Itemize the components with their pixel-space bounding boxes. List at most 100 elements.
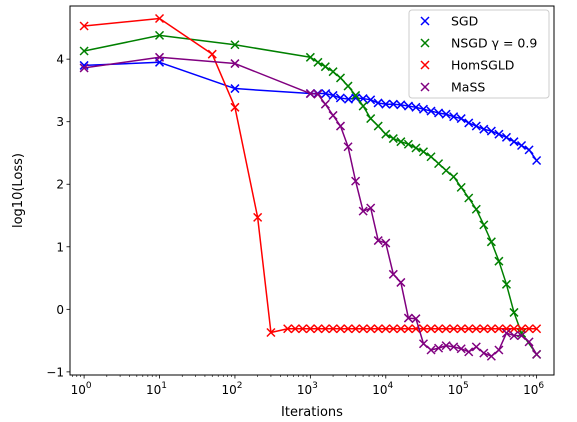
data-point — [494, 256, 504, 266]
data-point — [464, 347, 474, 357]
legend-marker — [420, 16, 430, 26]
data-point — [366, 95, 376, 105]
data-point — [501, 132, 511, 142]
data-point — [230, 84, 240, 94]
legend: SGD NSGD γ = 0.9 HomSGLD MaSS — [408, 9, 550, 99]
data-point — [230, 40, 240, 50]
data-point — [434, 108, 444, 118]
data-point — [449, 324, 459, 334]
data-point — [532, 155, 542, 166]
data-point — [418, 147, 429, 157]
legend-box — [408, 9, 550, 99]
series-layer — [79, 13, 542, 361]
data-point — [524, 324, 534, 334]
data-point — [471, 324, 481, 334]
data-point — [501, 328, 511, 338]
plot-frame — [69, 5, 555, 376]
x-tick-base: 10 — [71, 383, 86, 397]
x-tick-exponent: 5 — [463, 381, 469, 391]
x-tick-exponent: 3 — [312, 381, 318, 391]
data-point — [403, 139, 413, 149]
data-point — [418, 339, 429, 349]
data-point — [426, 106, 436, 116]
data-point — [434, 343, 444, 353]
data-point — [335, 93, 345, 103]
data-point — [207, 49, 217, 59]
data-point — [449, 342, 459, 352]
x-tick-exponent: 2 — [237, 381, 243, 391]
data-point — [403, 324, 413, 334]
data-point — [313, 324, 323, 334]
x-tick-base: 10 — [146, 383, 161, 397]
data-point — [509, 307, 519, 317]
series-2 — [79, 13, 542, 338]
x-tick-label: 103 — [297, 381, 318, 397]
data-point — [343, 94, 353, 104]
data-point — [343, 81, 353, 91]
data-point — [517, 324, 527, 334]
data-point — [441, 324, 451, 334]
data-point — [388, 134, 398, 144]
data-point — [396, 137, 406, 147]
legend-entry: SGD — [451, 14, 478, 29]
data-point — [358, 206, 368, 216]
data-point — [381, 238, 391, 248]
data-point — [388, 324, 398, 334]
data-point — [494, 129, 504, 139]
y-tick-label: −1 — [46, 365, 64, 379]
legend-entry: HomSGLD — [451, 58, 514, 73]
data-point — [266, 327, 276, 338]
data-point — [524, 145, 534, 155]
x-tick-exponent: 4 — [388, 381, 394, 391]
data-point — [509, 331, 519, 341]
data-point — [343, 142, 353, 152]
data-point — [418, 104, 428, 114]
data-point — [154, 30, 165, 40]
data-point — [441, 109, 451, 119]
data-point — [373, 236, 383, 246]
data-point — [471, 121, 481, 131]
y-tick-label: 2 — [56, 178, 64, 192]
data-point — [321, 89, 331, 99]
data-point — [434, 324, 444, 334]
legend-entry: MaSS — [451, 80, 485, 95]
data-point — [283, 324, 293, 334]
y-tick-label: 3 — [56, 115, 64, 129]
data-point — [366, 203, 376, 213]
data-point — [351, 90, 361, 100]
y-axis-label: log10(Loss) — [11, 153, 26, 228]
data-point — [434, 159, 444, 169]
data-point — [517, 140, 527, 150]
x-axis-label: Iterations — [281, 405, 343, 420]
data-point — [464, 118, 474, 128]
data-point — [479, 220, 489, 230]
data-point — [313, 89, 323, 99]
data-point — [509, 324, 519, 334]
data-point — [486, 126, 496, 136]
data-point — [351, 176, 361, 186]
data-point — [298, 324, 308, 334]
data-point — [494, 324, 504, 334]
data-point — [320, 324, 330, 334]
data-point — [396, 100, 406, 110]
data-point — [464, 193, 474, 203]
data-point — [396, 277, 406, 287]
series-3 — [79, 52, 542, 361]
data-point — [154, 52, 165, 62]
data-point — [396, 324, 406, 334]
data-point — [320, 62, 330, 72]
data-point — [403, 101, 414, 111]
data-point — [426, 345, 436, 355]
data-point — [358, 324, 368, 334]
data-point — [154, 13, 165, 24]
data-point — [373, 324, 383, 334]
series-0 — [79, 57, 542, 166]
data-point — [464, 324, 474, 334]
series-line — [84, 56, 538, 357]
data-point — [305, 89, 315, 99]
data-point — [479, 124, 489, 134]
data-point — [335, 324, 346, 334]
x-tick-label: 100 — [71, 381, 92, 397]
data-point — [388, 269, 398, 279]
